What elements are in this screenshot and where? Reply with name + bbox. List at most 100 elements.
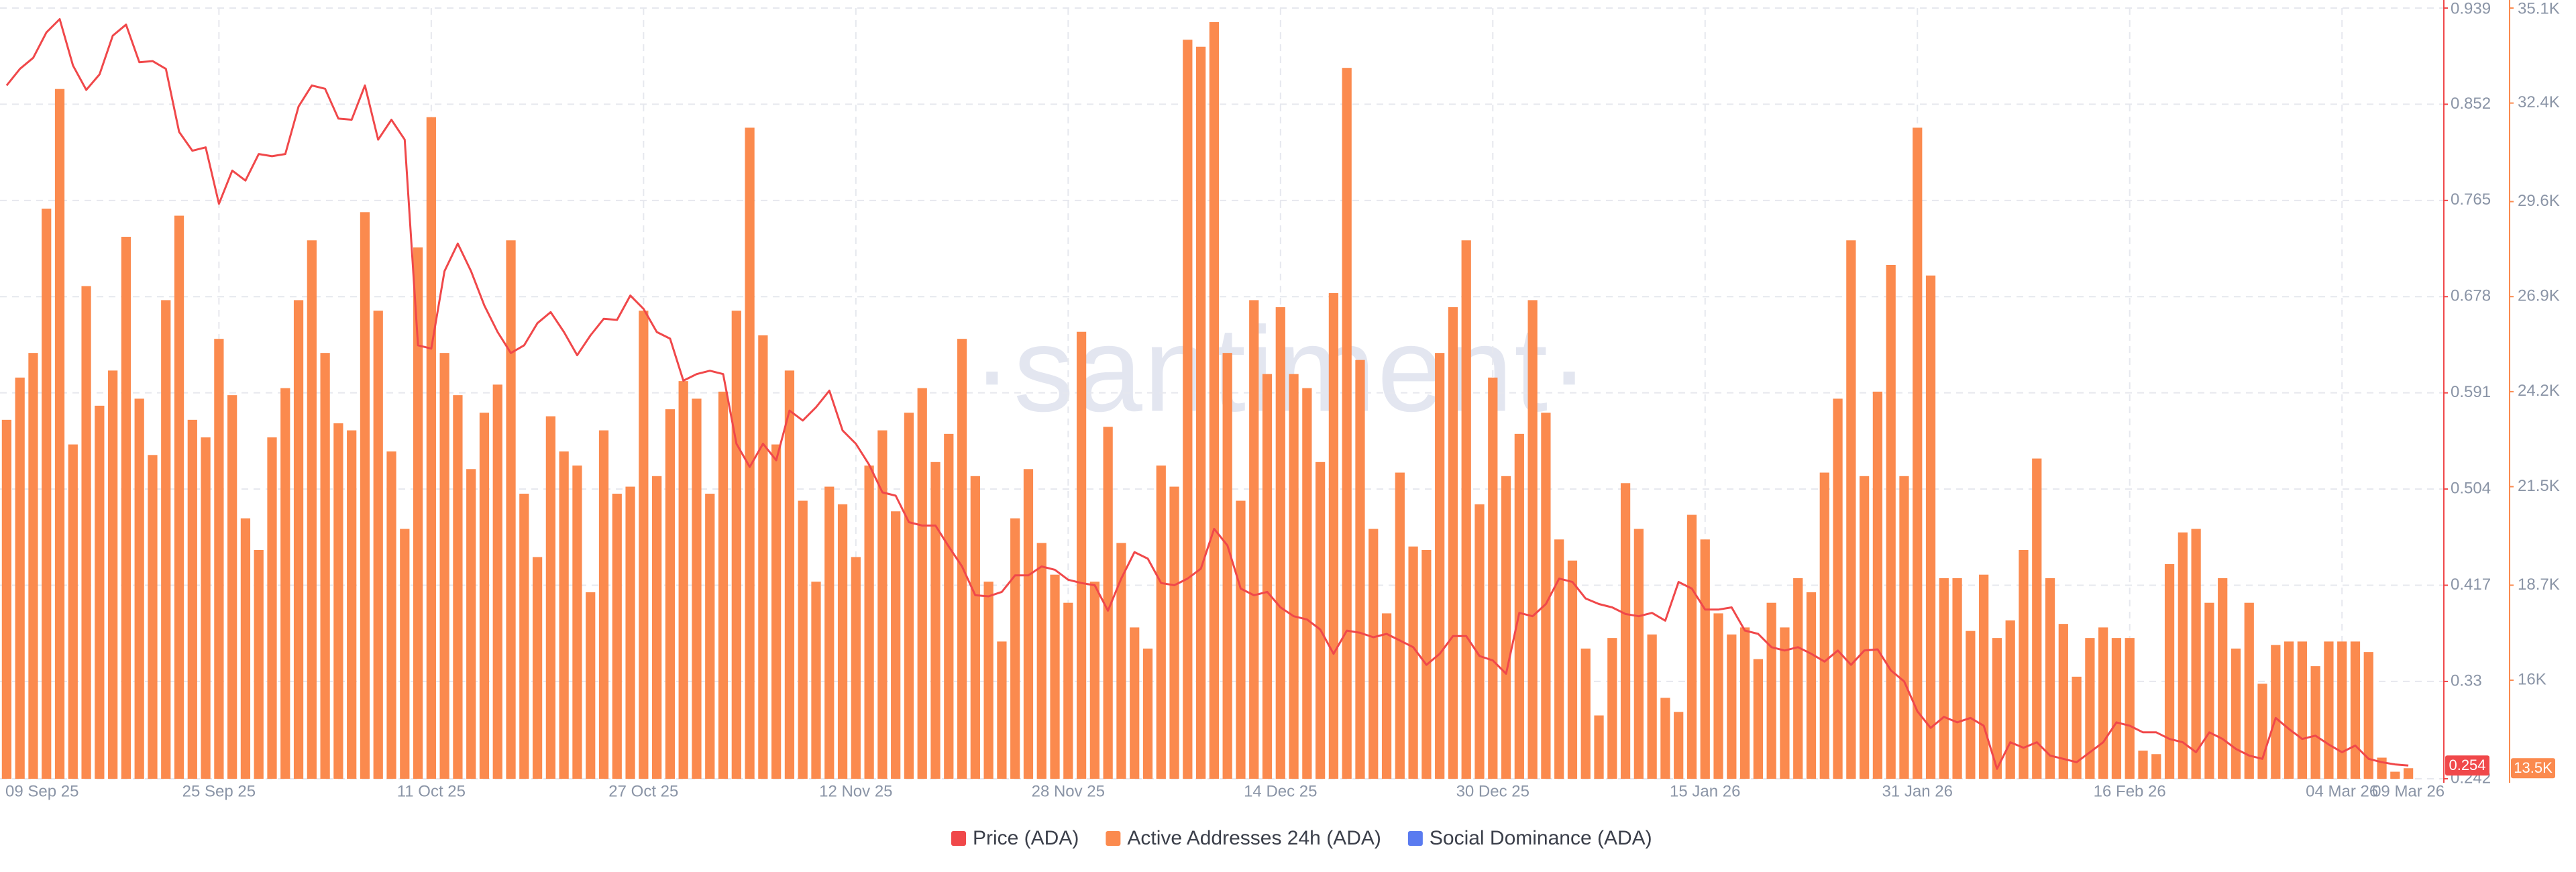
y-tick-label: 0.504 <box>2451 479 2491 497</box>
y2-tick-label: 18.7K <box>2518 576 2560 594</box>
bar <box>1103 427 1113 779</box>
bar <box>745 127 755 779</box>
bar <box>187 419 197 779</box>
bar <box>1899 476 1909 779</box>
bar <box>1116 543 1126 779</box>
bar <box>1753 659 1763 779</box>
bar <box>572 466 582 779</box>
bar <box>1289 374 1299 779</box>
bar <box>1395 472 1405 779</box>
bar <box>1249 300 1259 779</box>
bar <box>1183 40 1193 779</box>
bar <box>1342 68 1352 779</box>
bar <box>1766 602 1776 779</box>
bar <box>2390 771 2400 779</box>
bar <box>1448 307 1458 779</box>
bar <box>386 451 396 779</box>
current-value-label: 13.5K <box>2514 759 2553 776</box>
bar <box>1 419 12 779</box>
bar <box>2164 563 2175 779</box>
bar <box>2403 768 2414 779</box>
bar <box>2204 602 2214 779</box>
bar <box>904 413 914 779</box>
bar <box>997 641 1007 779</box>
legend-label: Social Dominance (ADA) <box>1430 827 1652 849</box>
bar <box>983 582 994 779</box>
bar <box>731 311 741 779</box>
bar <box>453 395 463 779</box>
bar <box>1050 574 1060 779</box>
bar <box>891 511 901 779</box>
bar <box>2019 549 2029 779</box>
bar <box>1527 300 1538 779</box>
y2-tick-label: 32.4K <box>2518 93 2560 111</box>
bar <box>1686 514 1697 779</box>
bar <box>824 486 835 779</box>
bar <box>81 286 91 779</box>
bar <box>1607 638 1617 779</box>
bar <box>2244 602 2254 779</box>
bar <box>519 494 529 779</box>
bar <box>2363 652 2373 779</box>
bar <box>1355 360 1365 779</box>
bar <box>280 388 290 779</box>
bar <box>360 212 370 779</box>
bar <box>506 240 516 779</box>
bar <box>347 430 357 779</box>
bar <box>798 500 808 779</box>
bar <box>1660 698 1670 779</box>
bar <box>1860 476 1870 779</box>
bar <box>68 444 78 779</box>
bar <box>2191 529 2201 779</box>
bar <box>1501 476 1511 779</box>
bar <box>479 413 490 779</box>
lines <box>5 18 2409 770</box>
y-tick-label: 0.591 <box>2451 383 2491 401</box>
y-tick-label: 0.678 <box>2451 287 2491 305</box>
bar <box>1076 331 1087 779</box>
bar <box>373 311 383 779</box>
bar <box>652 476 662 779</box>
y-tick-label: 0.765 <box>2451 190 2491 209</box>
bar <box>1886 265 1896 779</box>
bar <box>2297 641 2307 779</box>
bar <box>42 209 52 779</box>
legend-swatch <box>1106 831 1121 846</box>
bar <box>1727 634 1737 779</box>
y2-tick-label: 29.6K <box>2518 192 2560 210</box>
x-tick-label: 09 Sep 25 <box>5 782 78 800</box>
bar <box>1262 374 1273 779</box>
bar <box>957 339 967 779</box>
bar <box>54 89 65 779</box>
bar <box>307 240 317 779</box>
bar <box>492 384 502 779</box>
bar <box>1209 21 1220 779</box>
bar <box>1036 543 1046 779</box>
bar <box>439 353 449 779</box>
bar <box>413 247 423 779</box>
y-tick-label: 0.939 <box>2451 0 2491 17</box>
y2-tick-label: 24.2K <box>2518 382 2560 400</box>
bar <box>678 381 688 779</box>
x-tick-label: 04 Mar 26 <box>2306 782 2378 800</box>
bar <box>201 437 211 779</box>
bar <box>1925 275 1936 779</box>
bar <box>1488 377 1498 779</box>
bar <box>1514 433 1524 779</box>
bar <box>333 423 343 779</box>
bar <box>267 437 277 779</box>
bar <box>1979 574 1989 779</box>
bar <box>598 430 609 779</box>
bar <box>1633 529 1644 779</box>
bar <box>2085 638 2095 779</box>
bar <box>121 237 131 779</box>
bar <box>758 335 768 779</box>
bar <box>2045 578 2055 779</box>
bar <box>2284 641 2294 779</box>
legend-swatch <box>951 831 966 846</box>
bar <box>320 353 330 779</box>
bar <box>2178 532 2188 779</box>
bar <box>1236 500 1246 779</box>
bar <box>1063 602 1073 779</box>
